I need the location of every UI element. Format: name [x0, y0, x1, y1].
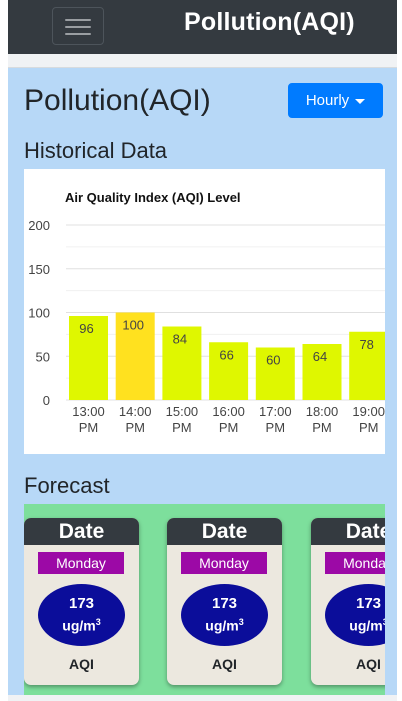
x-tick-label: 15:00 [166, 404, 199, 419]
card-aqi-value: 173 [68, 595, 95, 612]
y-tick-label: 150 [28, 262, 50, 277]
x-tick-label: 16:00 [212, 404, 245, 419]
card-aqi-unit: ug/m3 [62, 617, 101, 634]
card-day-badge: Monday [38, 552, 124, 574]
card-aqi-label: AQI [212, 656, 237, 672]
x-tick-label-suffix: PM [266, 420, 286, 435]
card-date-header: Date [311, 518, 385, 545]
bar-value-label: 78 [359, 337, 373, 352]
bar [162, 326, 202, 400]
page-title: Pollution(AQI) [24, 84, 211, 117]
x-tick-label: 19:00 [352, 404, 385, 419]
subheader-strip [8, 54, 397, 68]
y-tick-label: 200 [28, 218, 50, 233]
navbar-brand[interactable]: Pollution(AQI) [184, 8, 355, 36]
x-tick-label-suffix: PM [172, 420, 192, 435]
y-tick-label: 50 [36, 349, 50, 364]
y-tick-label: 0 [43, 393, 50, 408]
bar-value-label: 66 [219, 347, 233, 362]
bar [255, 347, 295, 400]
card-aqi-label: AQI [69, 656, 94, 672]
chart-title: Air Quality Index (AQI) Level [65, 190, 241, 205]
card-aqi-label: AQI [356, 656, 381, 672]
card-aqi-value: 173 [355, 595, 382, 612]
x-tick-label-suffix: PM [79, 420, 99, 435]
forecast-title: Forecast [24, 473, 110, 498]
interval-dropdown-button[interactable]: Hourly [288, 83, 383, 118]
x-tick-label-suffix: PM [359, 420, 379, 435]
forecast-card[interactable]: Date Monday 173 ug/m3 AQI [311, 518, 385, 685]
forecast-card[interactable]: Date Monday 173 ug/m3 AQI [167, 518, 282, 685]
bar-value-label: 64 [313, 349, 327, 364]
aqi-chart: Air Quality Index (AQI) Level 0 50 100 150 20… [24, 169, 385, 454]
navbar: Pollution(AQI) [8, 0, 397, 54]
card-aqi-unit: ug/m3 [349, 617, 385, 634]
bar-value-label: 84 [173, 332, 187, 347]
footer-strip [8, 695, 397, 701]
card-aqi-value: 173 [211, 595, 238, 612]
forecast-card[interactable]: Date Monday 173 ug/m3 AQI [24, 518, 139, 685]
historical-data-title: Historical Data [24, 138, 168, 163]
x-tick-label: 18:00 [306, 404, 339, 419]
bar-value-label: 100 [122, 318, 144, 333]
x-tick-label-suffix: PM [125, 420, 145, 435]
bar [349, 331, 385, 400]
bar [115, 312, 155, 400]
forecast-panel: Date Monday 173 ug/m3 AQI Date Monday 17… [24, 504, 385, 695]
dropdown-label: Hourly [305, 92, 350, 109]
card-date-header: Date [167, 518, 282, 545]
bar [302, 344, 342, 400]
aqi-bar-chart: Air Quality Index (AQI) Level 0 50 100 150 20… [28, 190, 385, 435]
x-tick-label: 17:00 [259, 404, 292, 419]
card-aqi-unit: ug/m3 [205, 617, 244, 634]
caret-down-icon [355, 98, 366, 104]
x-tick-label-suffix: PM [219, 420, 239, 435]
card-day-badge: Monday [181, 552, 267, 574]
bar-value-label: 60 [266, 353, 280, 368]
card-aqi-bubble: 173 ug/m3 [181, 584, 268, 646]
card-date-header: Date [24, 518, 139, 545]
x-tick-label: 13:00 [72, 404, 105, 419]
bar-value-label: 96 [79, 321, 93, 336]
hamburger-menu-icon[interactable] [52, 7, 104, 45]
main-content: Pollution(AQI) Hourly Historical Data Ai… [8, 68, 397, 695]
bar [69, 316, 108, 400]
y-tick-label: 100 [28, 306, 50, 321]
card-day-badge: Monday [325, 552, 385, 574]
x-tick-label: 14:00 [119, 404, 152, 419]
card-aqi-bubble: 173 ug/m3 [325, 584, 385, 646]
x-tick-label-suffix: PM [312, 420, 332, 435]
bar [209, 342, 249, 400]
card-aqi-bubble: 173 ug/m3 [38, 584, 125, 646]
